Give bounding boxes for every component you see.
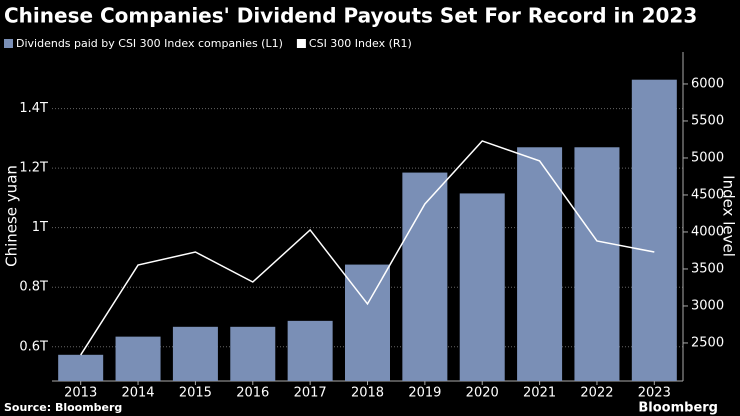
x-tick-label: 2014 [121, 386, 154, 401]
y2-tick-label: 6000 [691, 76, 724, 91]
x-tick-label: 2022 [580, 386, 613, 401]
legend-swatch [4, 39, 13, 48]
chart-title: Chinese Companies' Dividend Payouts Set … [4, 4, 697, 28]
y2-axis-label: Index level [720, 175, 738, 257]
bar [574, 147, 620, 381]
x-tick-label: 2016 [236, 386, 269, 401]
bar [631, 79, 677, 382]
y2-tick-label: 3000 [691, 298, 724, 313]
x-tick-label: 2020 [466, 386, 499, 401]
bar [58, 354, 104, 381]
y2-tick-label: 3500 [691, 261, 724, 276]
bar [287, 320, 333, 381]
brand: Bloomberg [638, 401, 718, 416]
y-tick-label: 1T [32, 220, 48, 235]
source: Source: Bloomberg [4, 401, 122, 414]
x-tick-label: 2015 [179, 386, 212, 401]
y2-tick-label: 5500 [691, 113, 724, 128]
bar [459, 193, 505, 381]
legend-label: Dividends paid by CSI 300 Index companie… [16, 37, 283, 50]
bar [517, 147, 563, 381]
y2-tick-label: 4500 [691, 187, 724, 202]
legend-label: CSI 300 Index (R1) [309, 37, 412, 50]
y-tick-label: 1.2T [19, 161, 48, 176]
legend-swatch [296, 39, 306, 48]
y2-tick-label: 4000 [691, 224, 724, 239]
bar [230, 326, 276, 381]
x-tick-label: 2019 [408, 386, 441, 401]
y2-tick-label: 2500 [691, 335, 724, 350]
bar [345, 264, 390, 381]
line [80, 140, 655, 356]
x-tick-label: 2021 [523, 386, 556, 401]
x-tick-label: 2018 [351, 386, 384, 401]
bar [172, 326, 218, 381]
x-tick-label: 2013 [64, 386, 97, 401]
x-tick-label: 2023 [638, 386, 671, 401]
x-tick-label: 2017 [294, 386, 327, 401]
bar [402, 172, 448, 381]
y-axis-label: Chinese yuan [3, 165, 21, 267]
bar [115, 336, 161, 381]
y2-tick-label: 5000 [691, 150, 724, 165]
y-tick-label: 0.8T [19, 280, 48, 295]
y-tick-label: 1.4T [19, 101, 48, 116]
y-tick-label: 0.6T [19, 339, 48, 354]
